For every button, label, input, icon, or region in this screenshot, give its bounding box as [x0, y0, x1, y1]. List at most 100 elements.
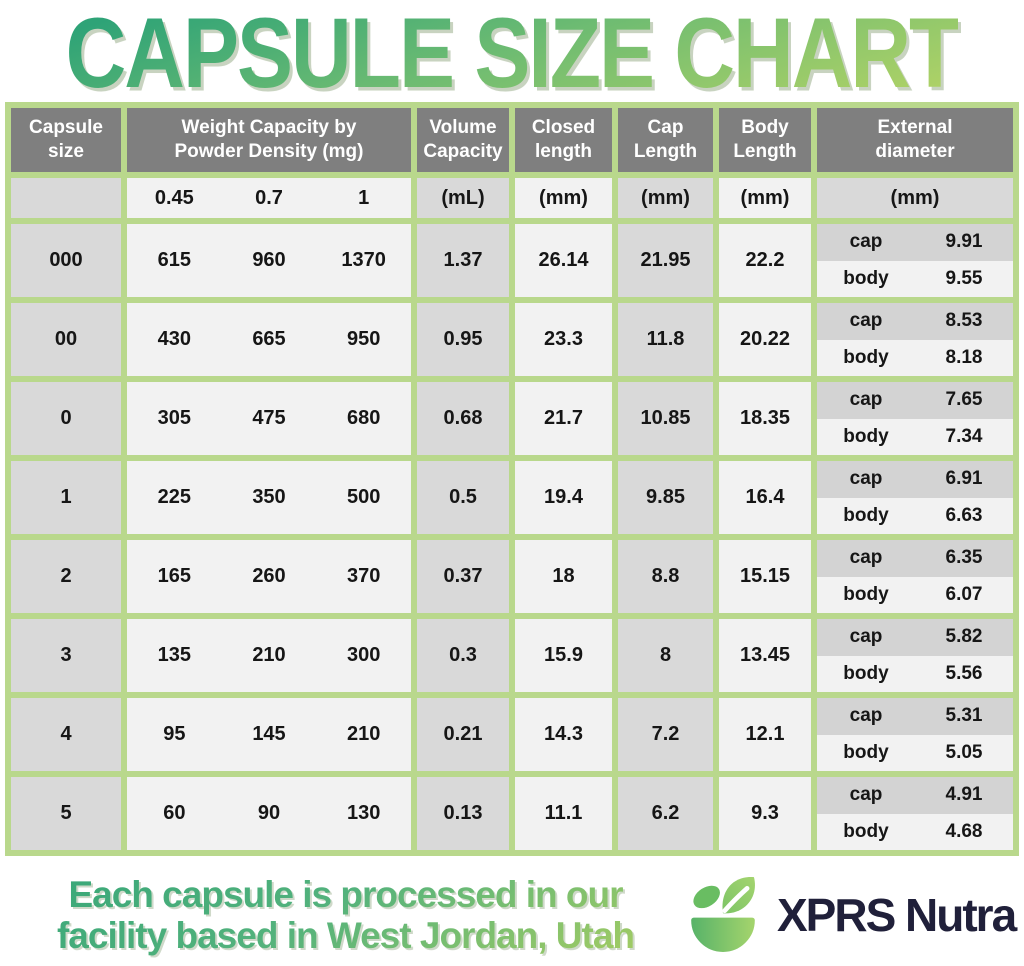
body-length-value: 18.35 [719, 382, 811, 455]
col-header-ext-line2: diameter [875, 141, 955, 162]
capsule-size-value: 2 [11, 540, 121, 613]
col-header-cap-length: Cap Length [618, 108, 713, 172]
body-label: body [843, 583, 889, 605]
weight-value-045: 95 [163, 723, 186, 745]
body-length-value: 20.22 [719, 303, 811, 376]
weight-value-045: 60 [163, 802, 186, 824]
external-diameter-body-row: body 4.68 [817, 813, 1013, 850]
weight-capacity-values: 60 90 130 [127, 777, 411, 850]
external-diameter-cap-value: 6.35 [945, 547, 983, 569]
external-diameter-cell: cap 4.91 body 4.68 [817, 777, 1013, 850]
body-label: body [843, 820, 889, 842]
capsule-size-value: 0 [11, 382, 121, 455]
volume-capacity-value: 0.37 [417, 540, 509, 613]
footer: Each capsule is processed in our facilit… [0, 872, 1024, 958]
weight-value-07: 260 [252, 565, 286, 587]
cap-label: cap [849, 231, 883, 253]
weight-capacity-values: 95 145 210 [127, 698, 411, 771]
external-diameter-body-value: 6.63 [945, 504, 983, 526]
col-header-volume-capacity: Volume Capacity [417, 108, 509, 172]
col-header-cap-line2: Length [633, 141, 698, 162]
external-diameter-cell: cap 6.91 body 6.63 [817, 461, 1013, 534]
weight-value-07: 145 [252, 723, 286, 745]
closed-length-value: 18 [515, 540, 612, 613]
weight-value-045: 225 [157, 486, 192, 508]
weight-value-045: 430 [157, 328, 192, 350]
cap-length-value: 10.85 [618, 382, 713, 455]
col-header-closed-line2: length [535, 141, 592, 162]
weight-value-045: 615 [157, 249, 192, 271]
body-length-value: 12.1 [719, 698, 811, 771]
subheader-closed-unit: (mm) [515, 178, 612, 218]
external-diameter-body-row: body 6.63 [817, 497, 1013, 534]
external-diameter-cap-row: cap 5.82 [817, 619, 1013, 656]
cap-label: cap [849, 705, 883, 727]
weight-value-045: 135 [157, 644, 192, 666]
external-diameter-body-value: 4.68 [945, 820, 983, 842]
volume-capacity-value: 0.68 [417, 382, 509, 455]
closed-length-value: 11.1 [515, 777, 612, 850]
cap-label: cap [849, 389, 883, 411]
external-diameter-body-row: body 5.05 [817, 734, 1013, 771]
density-045: 0.45 [154, 186, 194, 209]
external-diameter-cell: cap 6.35 body 6.07 [817, 540, 1013, 613]
body-length-value: 16.4 [719, 461, 811, 534]
weight-value-1: 130 [346, 802, 381, 824]
col-header-closed-line1: Closed [531, 117, 596, 139]
body-length-value: 13.45 [719, 619, 811, 692]
body-length-value: 22.2 [719, 224, 811, 297]
weight-capacity-values: 305 475 680 [127, 382, 411, 455]
weight-value-07: 475 [252, 407, 286, 429]
density-07: 0.7 [255, 186, 283, 209]
weight-value-1: 300 [346, 644, 381, 666]
capsule-size-value: 5 [11, 777, 121, 850]
external-diameter-cap-value: 8.53 [945, 310, 983, 332]
weight-value-045: 305 [157, 407, 192, 429]
weight-capacity-values: 615 960 1370 [127, 224, 411, 297]
closed-length-value: 23.3 [515, 303, 612, 376]
body-label: body [843, 267, 889, 289]
col-header-weight-line1: Weight Capacity by [181, 117, 357, 139]
volume-capacity-value: 0.5 [417, 461, 509, 534]
weight-value-1: 950 [346, 328, 381, 350]
external-diameter-cell: cap 5.82 body 5.56 [817, 619, 1013, 692]
body-length-value: 15.15 [719, 540, 811, 613]
weight-value-07: 210 [252, 644, 286, 666]
subheader-cap-unit: (mm) [618, 178, 713, 218]
col-header-capsule-size: Capsule size [11, 108, 121, 172]
external-diameter-cap-value: 5.31 [945, 705, 983, 727]
capsule-size-value: 3 [11, 619, 121, 692]
body-label: body [843, 662, 889, 684]
external-diameter-cell: cap 8.53 body 8.18 [817, 303, 1013, 376]
subheader-empty [11, 178, 121, 218]
col-header-weight-capacity: Weight Capacity by Powder Density (mg) [127, 108, 411, 172]
cap-length-value: 9.85 [618, 461, 713, 534]
external-diameter-cap-row: cap 8.53 [817, 303, 1013, 340]
cap-label: cap [849, 468, 883, 490]
external-diameter-body-row: body 7.34 [817, 418, 1013, 455]
external-diameter-body-row: body 6.07 [817, 576, 1013, 613]
external-diameter-cap-value: 9.91 [945, 231, 983, 253]
weight-capacity-values: 225 350 500 [127, 461, 411, 534]
density-1: 1 [358, 186, 370, 209]
volume-capacity-value: 1.37 [417, 224, 509, 297]
cap-length-value: 8.8 [618, 540, 713, 613]
body-length-value: 9.3 [719, 777, 811, 850]
brand-name: XPRS Nutra [777, 889, 1017, 941]
external-diameter-body-value: 9.55 [945, 267, 983, 289]
closed-length-value: 21.7 [515, 382, 612, 455]
footer-tagline-line1: Each capsule is processed in our [68, 873, 623, 915]
page-title-text: CAPSULE SIZE CHART [65, 0, 961, 109]
volume-capacity-value: 0.13 [417, 777, 509, 850]
col-header-external-diameter: External diameter [817, 108, 1013, 172]
weight-value-045: 165 [157, 565, 192, 587]
external-diameter-body-row: body 5.56 [817, 655, 1013, 692]
cap-length-value: 7.2 [618, 698, 713, 771]
subheader-densities: 0.45 0.7 1 [127, 178, 411, 218]
cap-label: cap [849, 784, 883, 806]
col-header-weight-line2: Powder Density (mg) [174, 141, 364, 162]
leaf-bowl-icon [691, 877, 755, 952]
closed-length-value: 15.9 [515, 619, 612, 692]
weight-value-1: 500 [346, 486, 381, 508]
external-diameter-body-value: 5.05 [945, 741, 983, 763]
